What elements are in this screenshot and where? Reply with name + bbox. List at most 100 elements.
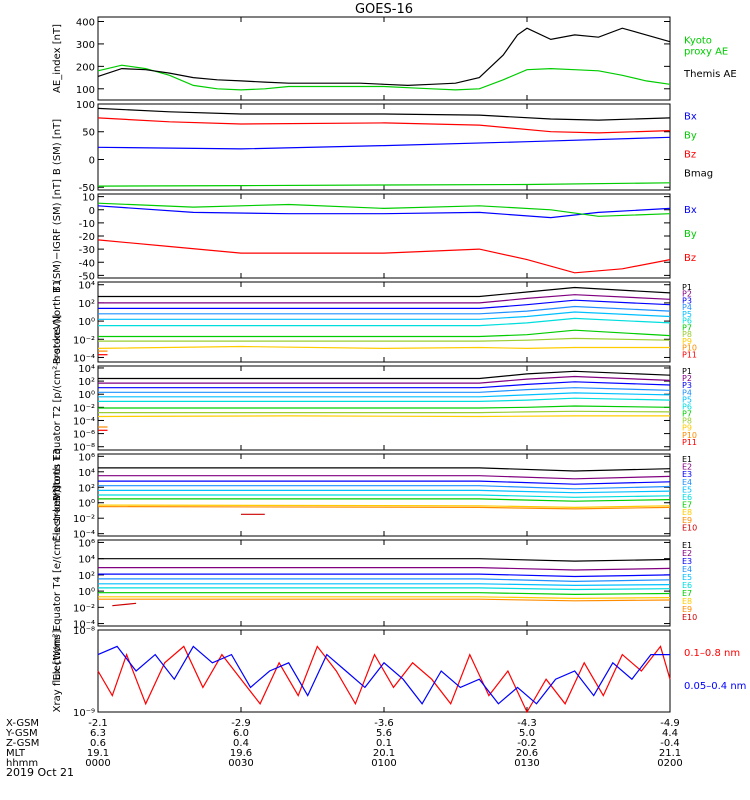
- panel-frame: [97, 16, 671, 101]
- x-axis-table: X-GSM -2.1 -2.9 -3.6 -4.3 -4.9 Y-GSM 6.3 6.0 5.6 5…: [5, 718, 683, 769]
- row-value: 19.6: [230, 748, 252, 759]
- row-value: 20.6: [516, 748, 538, 759]
- series-line-E5: [98, 489, 671, 494]
- y-tick-label: 10⁴: [78, 468, 95, 479]
- row-value: 0000: [85, 758, 110, 769]
- y-tick-label: 10⁻²: [73, 403, 95, 414]
- y-tick-label: -30: [79, 245, 95, 256]
- row-label: hhmm: [6, 758, 38, 769]
- legend-entry: P6: [682, 317, 692, 326]
- series-line-P6: [98, 317, 671, 327]
- y-tick-label: 10⁻²: [73, 603, 95, 614]
- series-line-P5: [98, 392, 671, 398]
- legend-entry: P11: [682, 350, 697, 359]
- row-value: 6.3: [90, 728, 106, 739]
- row-value: -2.1: [88, 718, 108, 729]
- legend-entry: P8: [682, 417, 692, 426]
- legend-entry: Kyoto: [684, 36, 712, 47]
- series-line-Bx: [97, 205, 671, 219]
- y-tick-label: 10⁰: [78, 499, 95, 510]
- series-line-By: [97, 182, 671, 187]
- legend-entry: By: [684, 130, 697, 141]
- y-tick-label: 10⁻⁴: [73, 620, 95, 631]
- legend-entry: E6: [682, 493, 692, 502]
- legend-entry: P3: [682, 381, 692, 390]
- series-line-Kyoto proxy AE: [97, 64, 671, 91]
- y-tick-label: -50: [79, 271, 95, 282]
- series-line-P6: [98, 397, 671, 402]
- panel-frame: [97, 103, 671, 191]
- series-line-Bz: [97, 239, 671, 274]
- legend-entry: P2: [682, 374, 692, 383]
- y-tick-label: 10⁴: [78, 555, 95, 566]
- legend-entry: proxy AE: [684, 47, 728, 58]
- legend-entry: E10: [682, 613, 697, 622]
- legend-entry: Bmag: [684, 169, 713, 180]
- series-line-P2: [98, 375, 671, 384]
- series-line-P5: [98, 311, 671, 320]
- panel-5: 10⁴ 10² 10⁰ 10⁻² 10⁻⁴ 10⁻⁶ 10⁻⁸ Protons Equator…: [52, 315, 697, 502]
- y-tick-label: 10⁰: [78, 317, 95, 328]
- y-tick-label: 10⁻⁹: [73, 708, 95, 719]
- series-line-P8: [98, 337, 671, 342]
- series-line-E3: [98, 480, 671, 485]
- series-line-P2: [98, 294, 671, 304]
- y-tick-label: 0: [89, 155, 95, 166]
- y-tick-label: 10⁻⁴: [73, 530, 95, 541]
- legend-entry: P8: [682, 330, 692, 339]
- y-tick-label: 10: [82, 193, 95, 204]
- series-line-0.1–0.8 nm: [97, 645, 671, 714]
- row-value: 0.1: [376, 738, 392, 749]
- legend-entry: P3: [682, 296, 692, 305]
- legend-entry: P5: [682, 310, 692, 319]
- y-tick-label: -50: [79, 183, 95, 194]
- legend-entry: P7: [682, 323, 692, 332]
- legend-entry: Bz: [684, 150, 696, 161]
- legend-entry: E2: [682, 549, 692, 558]
- row-value: 20.1: [373, 748, 395, 759]
- series-line-P8: [98, 410, 671, 414]
- legend-entry: P6: [682, 402, 692, 411]
- row-value: 0100: [371, 758, 396, 769]
- series-line-E8: [97, 504, 671, 509]
- legend-entry: P4: [682, 388, 692, 397]
- legend-entry: P4: [682, 303, 692, 312]
- row-value: -2.9: [231, 718, 251, 729]
- row-value: 0200: [657, 758, 682, 769]
- series-line-P3: [98, 299, 671, 309]
- legend-entry: E5: [682, 573, 692, 582]
- legend-entry: E10: [682, 523, 697, 532]
- panel-7: 10⁶ 10⁴ 10² 10⁰ 10⁻² 10⁻⁴ Electrons Equator T4…: [52, 485, 697, 680]
- y-tick-label: -40: [79, 258, 95, 269]
- legend-entry: P11: [682, 438, 697, 447]
- y-axis-label: B (SM)−IGRF (SM) [nT]: [52, 179, 63, 293]
- panel-2: -50 0 50 100 B (SM) [nT] Bx By Bz Bmag: [52, 100, 713, 194]
- legend-entry: E4: [682, 565, 692, 574]
- series-line-E7: [98, 592, 671, 596]
- legend-entry: P1: [682, 283, 692, 292]
- legend-entry: E7: [682, 589, 692, 598]
- legend-entry: E2: [682, 463, 692, 472]
- y-axis-label: Electrons Equator T4 [e/(cm²-s-sr-keV)]: [52, 485, 63, 680]
- y-tick-label: -20: [79, 232, 95, 243]
- y-axis-label: Protons North T1: [52, 280, 63, 364]
- legend-entry: P9: [682, 337, 692, 346]
- series-line-E5: [98, 583, 671, 587]
- row-label: MLT: [6, 748, 26, 759]
- series-line-E8: [98, 596, 671, 600]
- y-tick-label: 10⁻⁸: [73, 443, 95, 454]
- row-value: -0.4: [660, 738, 680, 749]
- y-tick-label: 400: [76, 17, 95, 28]
- row-value: 4.4: [662, 728, 678, 739]
- y-tick-label: 10⁰: [78, 390, 95, 401]
- row-label: X-GSM: [6, 718, 39, 729]
- y-tick-label: 10⁶: [78, 538, 95, 549]
- y-tick-label: 10⁻²: [73, 335, 95, 346]
- series-line-E1: [98, 558, 671, 562]
- panel-8: 10⁻⁸ 10⁻⁹ Xray flux [W/m²] 0.1–0.8 nm 0.05–0…: [52, 626, 746, 719]
- series-line-E9: [97, 506, 671, 510]
- legend-entry: P5: [682, 395, 692, 404]
- row-value: 0130: [514, 758, 539, 769]
- y-tick-label: 10⁻⁶: [73, 430, 95, 441]
